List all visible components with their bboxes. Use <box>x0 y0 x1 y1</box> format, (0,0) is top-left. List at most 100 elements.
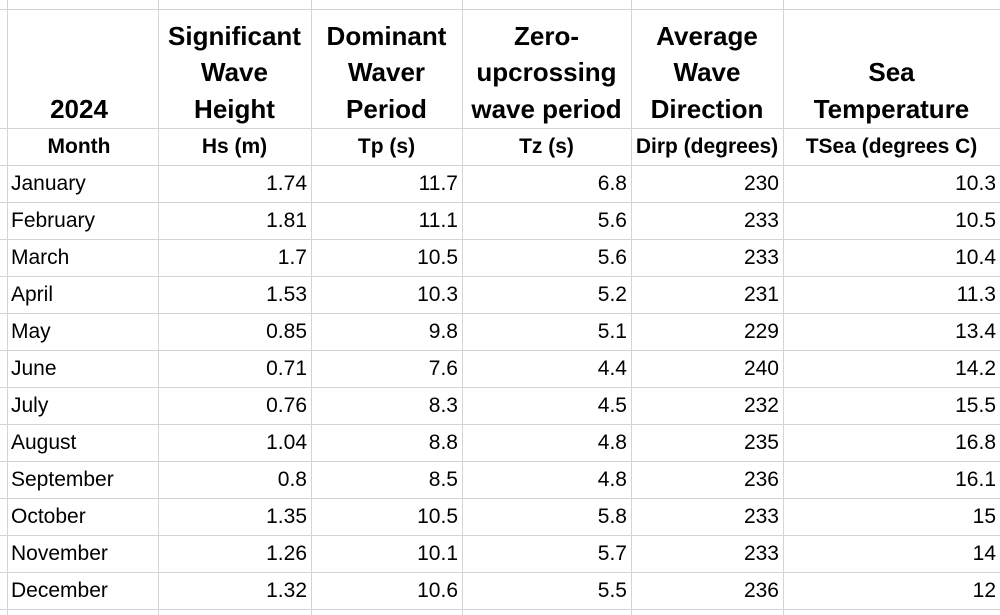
value-cell[interactable]: 1.26 <box>266 542 307 565</box>
value-cell[interactable]: 5.7 <box>597 542 627 565</box>
value-cell[interactable]: 5.8 <box>597 505 627 528</box>
value-cell[interactable]: 0.8 <box>277 468 307 491</box>
value-cell[interactable]: 233 <box>743 542 779 565</box>
value-cell[interactable]: 7.6 <box>428 357 458 380</box>
value-cell[interactable]: 8.8 <box>428 431 458 454</box>
value-cell[interactable]: 11.3 <box>956 283 996 306</box>
value-cell[interactable]: 1.04 <box>266 431 307 454</box>
month-cell[interactable]: August <box>11 431 77 454</box>
month-cell[interactable]: March <box>11 246 70 269</box>
value-cell[interactable]: 13.4 <box>955 320 996 343</box>
value-cell[interactable]: 4.8 <box>597 468 627 491</box>
value-cell[interactable]: 10.1 <box>417 542 458 565</box>
value-cell[interactable]: 230 <box>743 172 779 195</box>
value-cell[interactable]: 0.85 <box>266 320 307 343</box>
header-cell[interactable]: Zero-upcrossing wave period <box>462 0 631 128</box>
row-gridline <box>0 609 1000 610</box>
value-cell[interactable]: 233 <box>743 246 779 269</box>
value-cell[interactable]: 233 <box>743 505 779 528</box>
value-cell[interactable]: 14.2 <box>955 357 996 380</box>
value-cell[interactable]: 10.6 <box>417 579 458 602</box>
column-gridline <box>631 0 632 615</box>
value-cell[interactable]: 236 <box>743 579 779 602</box>
value-cell[interactable]: 5.1 <box>597 320 627 343</box>
value-cell[interactable]: 9.8 <box>428 320 458 343</box>
value-cell[interactable]: 233 <box>743 209 779 232</box>
value-cell[interactable]: 14 <box>972 542 996 565</box>
unit-cell-month[interactable]: Month <box>47 135 111 158</box>
value-cell[interactable]: 4.5 <box>597 394 627 417</box>
row-gridline <box>0 387 1000 388</box>
value-cell[interactable]: 15 <box>972 505 996 528</box>
value-cell[interactable]: 5.5 <box>597 579 627 602</box>
unit-cell[interactable]: Tp (s) <box>357 135 416 158</box>
value-cell[interactable]: 232 <box>743 394 779 417</box>
row-gridline <box>0 239 1000 240</box>
row-gridline <box>0 313 1000 314</box>
value-cell[interactable]: 1.74 <box>266 172 307 195</box>
value-cell[interactable]: 12 <box>972 579 996 602</box>
value-cell[interactable]: 0.76 <box>266 394 307 417</box>
value-cell[interactable]: 0.71 <box>266 357 307 380</box>
unit-cell[interactable]: Dirp (degrees) <box>635 135 779 158</box>
header-label-line: wave period <box>471 93 622 124</box>
header-label-line: Wave <box>673 57 741 87</box>
value-cell[interactable]: 10.5 <box>417 246 458 269</box>
month-cell[interactable]: April <box>11 283 54 306</box>
value-cell[interactable]: 6.8 <box>597 172 627 195</box>
value-cell[interactable]: 11.7 <box>418 172 458 195</box>
value-cell[interactable]: 235 <box>743 431 779 454</box>
month-cell[interactable]: October <box>11 505 86 528</box>
value-cell[interactable]: 231 <box>743 283 779 306</box>
value-cell[interactable]: 10.3 <box>417 283 458 306</box>
month-cell[interactable]: February <box>11 209 96 232</box>
value-cell[interactable]: 1.35 <box>266 505 307 528</box>
value-cell[interactable]: 1.32 <box>266 579 307 602</box>
column-gridline <box>7 0 8 615</box>
value-cell[interactable]: 4.8 <box>597 431 627 454</box>
value-cell[interactable]: 1.7 <box>277 246 307 269</box>
value-cell[interactable]: 16.1 <box>955 468 996 491</box>
column-gridline <box>462 0 463 615</box>
row-gridline <box>0 276 1000 277</box>
unit-cell[interactable]: Tz (s) <box>519 135 574 158</box>
value-cell[interactable]: 10.5 <box>955 209 996 232</box>
value-cell[interactable]: 10.4 <box>955 246 996 269</box>
value-cell[interactable]: 10.3 <box>955 172 996 195</box>
value-cell[interactable]: 1.81 <box>266 209 307 232</box>
header-cell[interactable]: Significant Wave Height <box>158 0 311 128</box>
value-cell[interactable]: 15.5 <box>955 394 996 417</box>
month-cell[interactable]: November <box>11 542 108 565</box>
header-cell[interactable]: Average Wave Direction <box>631 0 783 128</box>
month-cell[interactable]: July <box>11 394 49 417</box>
header-cell-year[interactable]: 2024 <box>0 0 158 128</box>
row-gridline <box>0 128 1000 129</box>
value-cell[interactable]: 236 <box>743 468 779 491</box>
value-cell[interactable]: 10.5 <box>417 505 458 528</box>
header-label-line: upcrossing <box>476 57 617 87</box>
value-cell[interactable]: 1.53 <box>266 283 307 306</box>
value-cell[interactable]: 8.3 <box>428 394 458 417</box>
value-cell[interactable]: 5.2 <box>597 283 627 306</box>
value-cell[interactable]: 8.5 <box>428 468 458 491</box>
month-cell[interactable]: June <box>11 357 57 380</box>
column-gridline <box>783 0 784 615</box>
month-cell[interactable]: September <box>11 468 114 491</box>
unit-cell[interactable]: Hs (m) <box>201 135 268 158</box>
value-cell[interactable]: 229 <box>743 320 779 343</box>
value-cell[interactable]: 11.1 <box>418 209 458 232</box>
header-cell[interactable]: Sea Temperature <box>783 0 1000 128</box>
value-cell[interactable]: 16.8 <box>955 431 996 454</box>
header-cell[interactable]: Dominant Waver Period <box>311 0 462 128</box>
month-cell[interactable]: May <box>11 320 51 343</box>
unit-cell[interactable]: TSea (degrees C) <box>805 135 978 158</box>
value-cell[interactable]: 240 <box>743 357 779 380</box>
row-gridline <box>0 572 1000 573</box>
month-cell[interactable]: December <box>11 579 108 602</box>
row-gridline <box>0 350 1000 351</box>
value-cell[interactable]: 5.6 <box>597 246 627 269</box>
value-cell[interactable]: 4.4 <box>597 357 627 380</box>
month-cell[interactable]: January <box>11 172 86 195</box>
value-cell[interactable]: 5.6 <box>597 209 627 232</box>
column-gridline <box>158 0 159 615</box>
